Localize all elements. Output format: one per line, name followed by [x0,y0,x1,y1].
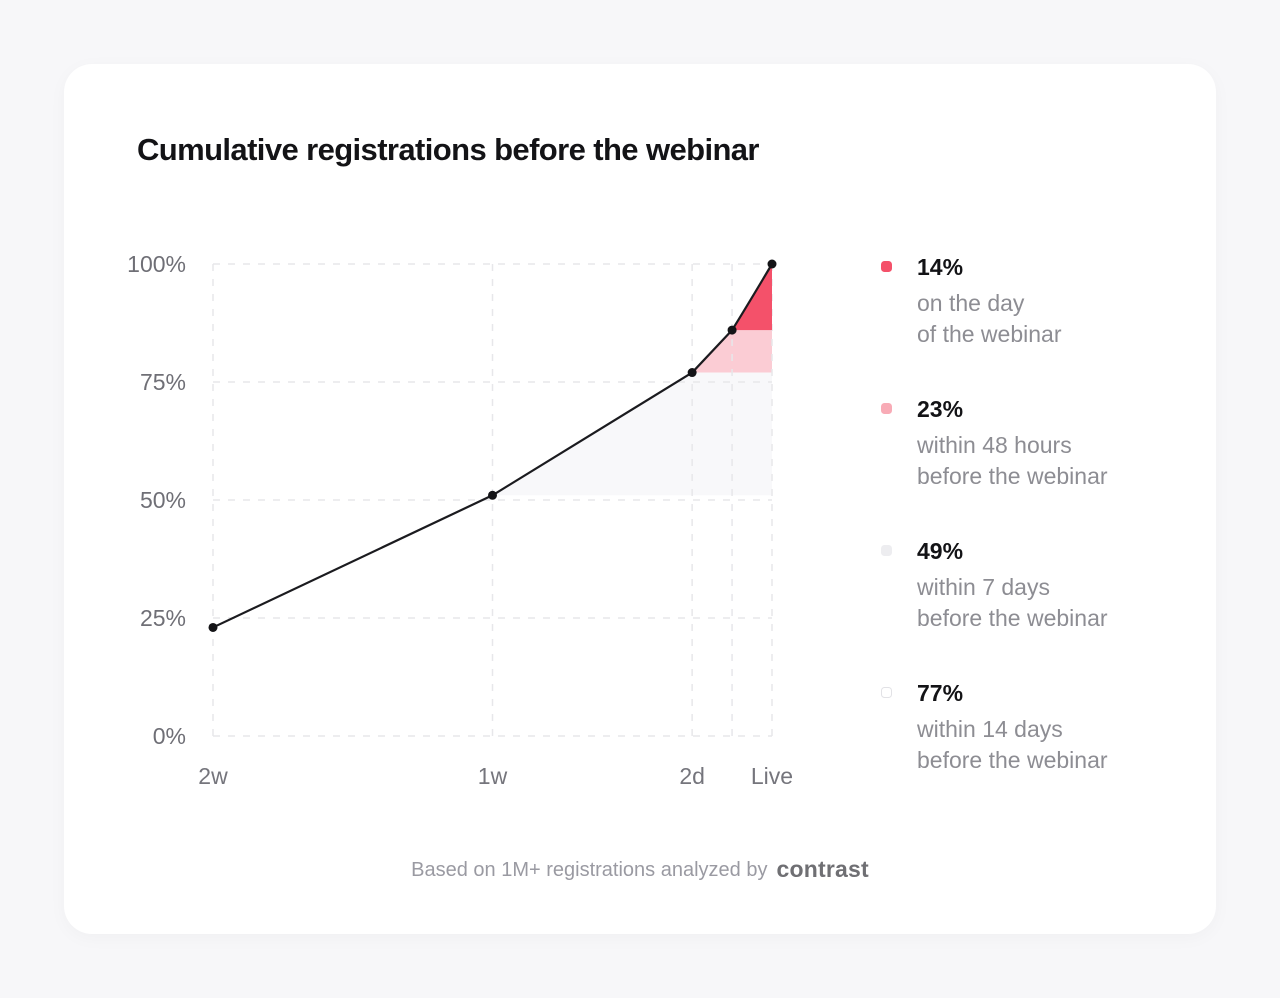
footer-text: Based on 1M+ registrations analyzed by [411,859,768,881]
legend-value: 49% [917,538,964,564]
x-tick-label: 1w [477,763,508,789]
data-point [208,622,218,632]
legend-value: 77% [917,680,964,706]
legend-item: 49% within 7 days before the webinar [881,537,1181,634]
legend-value: 14% [917,254,964,280]
x-tick-label: 2w [198,763,228,789]
legend-desc: within 14 days before the webinar [917,714,1181,776]
band-on-the-day [732,264,772,331]
legend-desc: on the day of the webinar [917,288,1181,350]
chart-svg [208,259,777,737]
y-tick-label: 50% [139,487,186,513]
page-title: Cumulative registrations before the webi… [137,132,760,167]
y-tick-label: 0% [152,723,186,749]
legend-desc-line: of the webinar [917,321,1062,347]
legend-swatch [881,261,892,272]
legend-desc-line: within 7 days [917,574,1050,600]
legend-desc-line: within 48 hours [917,432,1072,458]
chart-card: Cumulative registrations before the webi… [64,64,1216,934]
legend-desc: within 7 days before the webinar [917,572,1181,634]
y-tick-label: 100% [127,251,186,277]
legend-swatch [881,687,892,698]
legend-desc-line: before the webinar [917,747,1108,773]
legend-desc: within 48 hours before the webinar [917,430,1181,492]
band-within-7-days [492,372,772,496]
y-tick-label: 75% [139,369,186,395]
band-within-48-hours [692,330,772,373]
legend-desc-line: on the day [917,290,1025,316]
chart-plot-area [208,259,777,737]
legend-value: 23% [917,396,964,422]
legend-swatch [881,403,892,414]
legend-desc-line: before the webinar [917,605,1108,631]
data-point [488,490,497,500]
chart-legend: 14% on the day of the webinar 23% within 48 … [881,253,1181,821]
legend-swatch [881,545,892,556]
data-point [727,325,737,335]
legend-item: 77% within 14 days before the webinar [881,679,1181,776]
y-tick-label: 25% [139,605,186,631]
cumulative-line [211,262,774,629]
data-point [687,368,697,378]
x-tick-label: 2d [679,763,705,789]
x-tick-label: Live [750,763,794,789]
legend-desc-line: before the webinar [917,463,1108,489]
contrast-logo: contrast [776,856,869,882]
chart-footer: Based on 1M+ registrations analyzed by co… [64,856,1216,883]
legend-item: 23% within 48 hours before the webinar [881,395,1181,492]
data-point [767,259,777,269]
legend-desc-line: within 14 days [917,716,1063,742]
legend-item: 14% on the day of the webinar [881,253,1181,350]
